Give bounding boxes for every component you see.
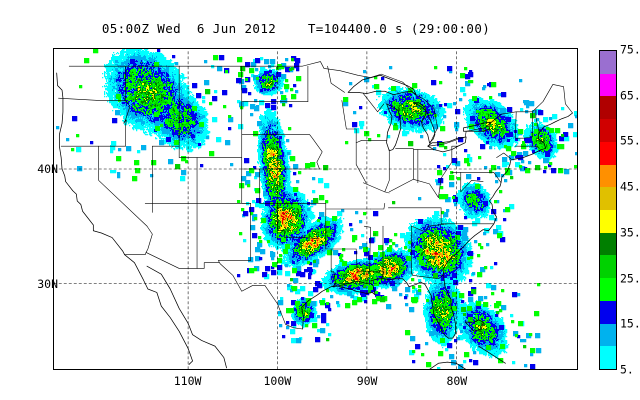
colorbar-tick-55: 55. — [620, 134, 640, 149]
map-plot-frame — [53, 48, 578, 370]
map-outlines-layer — [54, 49, 577, 369]
x-axis-tick-100w: 100W — [263, 374, 292, 388]
x-axis-tick-80w: 80W — [446, 374, 468, 388]
colorbar-band-35 — [600, 209, 616, 233]
colorbar-tick-45: 45. — [620, 179, 640, 194]
y-axis-tick-30n: 30N — [37, 276, 58, 291]
colorbar-band-60 — [600, 96, 616, 120]
x-axis-tick-90w: 90W — [356, 374, 378, 388]
colorbar-band-25 — [600, 255, 616, 279]
colorbar-band-30 — [600, 232, 616, 256]
colorbar-band-15 — [600, 300, 616, 324]
plot-title: 05:00Z Wed 6 Jun 2012 T=104400.0 s (29:0… — [101, 21, 491, 36]
colorbar-band-65 — [600, 73, 616, 97]
colorbar-tick-25: 25. — [620, 271, 640, 286]
colorbar-tick-15: 15. — [620, 317, 640, 332]
colorbar-band-20 — [600, 278, 616, 301]
colorbar-band-55 — [600, 119, 616, 142]
colorbar-tick-5: 5. — [620, 362, 634, 377]
colorbar-band-70 — [600, 50, 616, 74]
x-axis-tick-110w: 110W — [173, 374, 202, 388]
colorbar-tick-65: 65. — [620, 88, 640, 103]
colorbar-band-45 — [600, 164, 616, 188]
colorbar — [599, 50, 617, 370]
colorbar-tick-35: 35. — [620, 225, 640, 240]
y-axis-tick-40n: 40N — [37, 161, 58, 176]
colorbar-band-50 — [600, 141, 616, 165]
colorbar-band-10 — [600, 323, 616, 347]
colorbar-band-40 — [600, 187, 616, 210]
colorbar-band-5 — [600, 346, 616, 369]
colorbar-tick-75: 75. — [620, 42, 640, 57]
